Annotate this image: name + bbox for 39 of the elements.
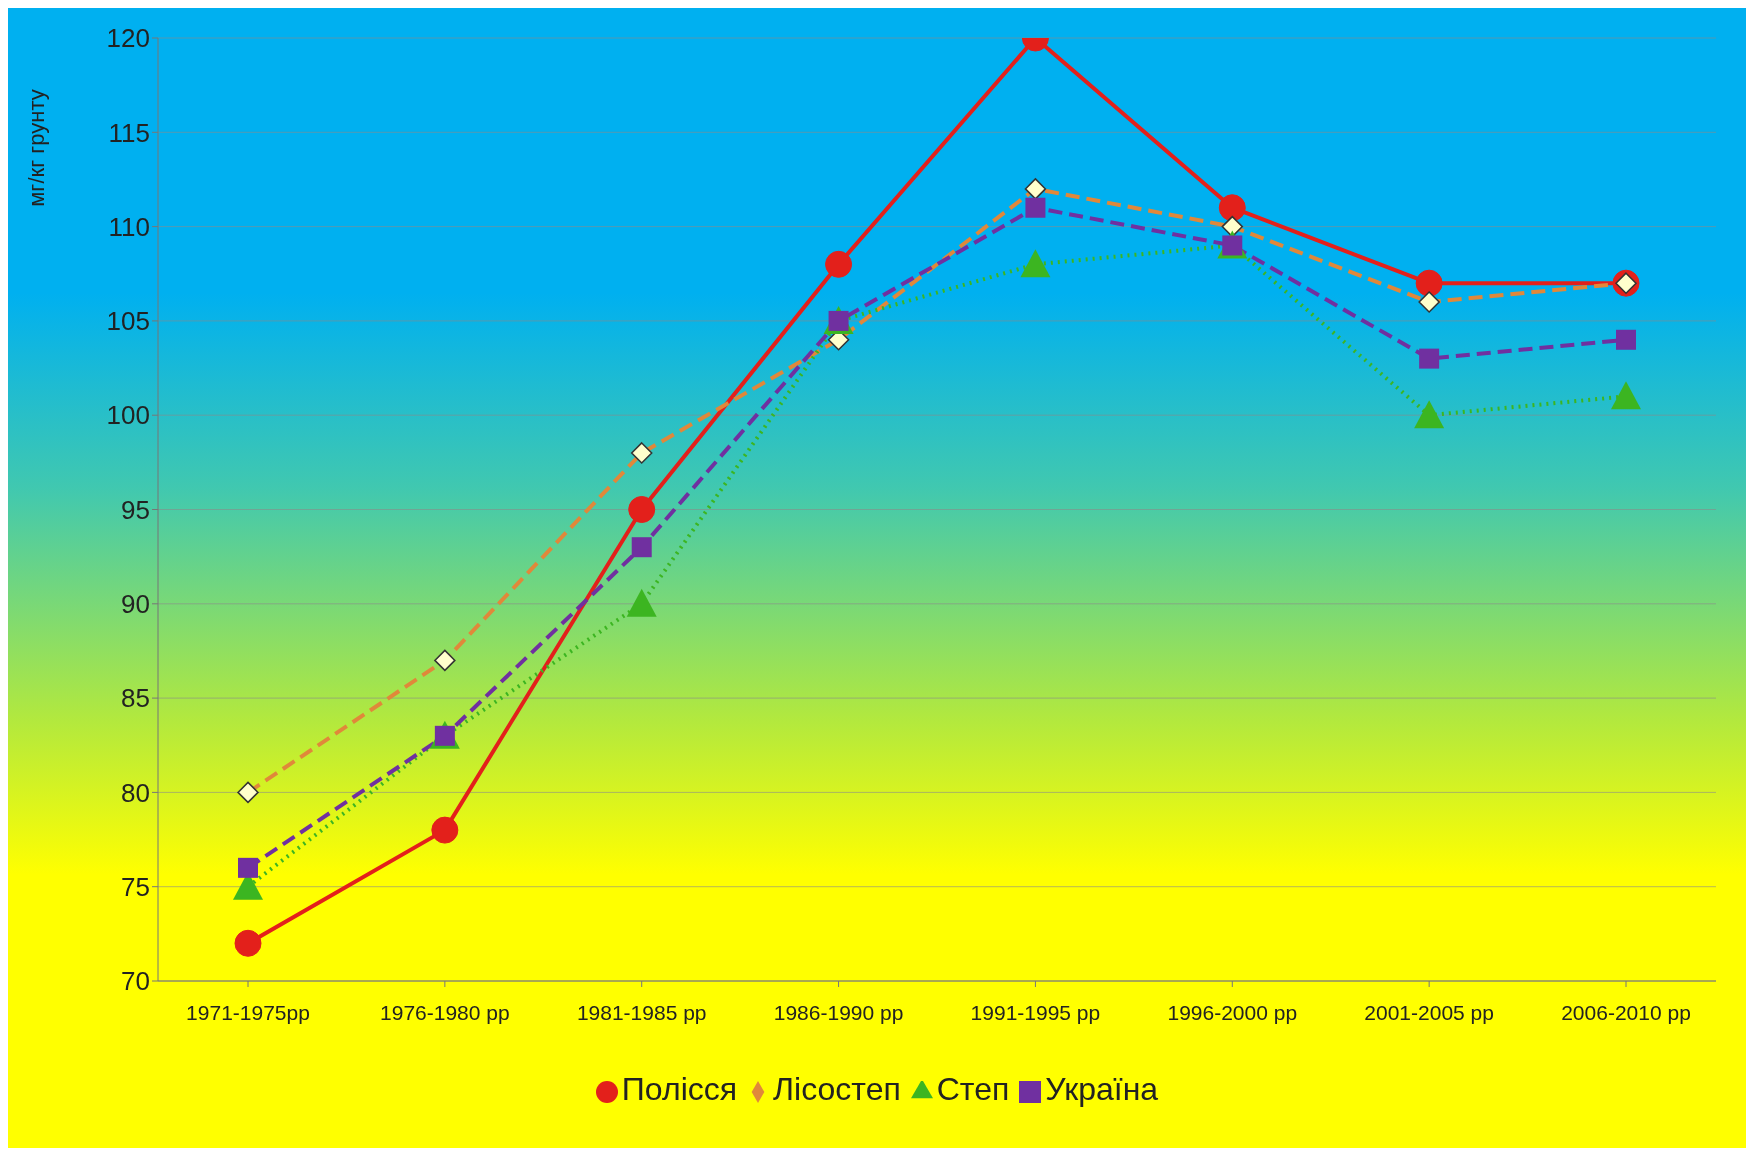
point (628, 496, 656, 523)
legend-label: Степ (936, 1071, 1010, 1107)
x-tick-label: 1971-1975рр (186, 1000, 310, 1024)
legend-label: Лісостеп (773, 1071, 901, 1107)
point (1218, 194, 1246, 222)
point (238, 857, 258, 878)
y-tick-label: 105 (106, 306, 150, 337)
y-tick-label: 80 (121, 777, 150, 808)
x-tick-label: 1991-1995 рр (970, 1000, 1101, 1024)
x-tick-label: 1976-1980 рр (380, 1000, 510, 1024)
point (825, 250, 853, 278)
y-tick-label: 115 (108, 117, 150, 148)
y-tick-label: 85 (121, 683, 150, 714)
x-tick-label: 1981-1985 рр (576, 1000, 707, 1024)
y-tick-label: 100 (106, 400, 150, 431)
y-axis-title: мг/кг грунту (23, 89, 49, 207)
y-tick-label: 95 (121, 494, 150, 525)
point (431, 816, 459, 844)
point (234, 929, 262, 957)
x-tick-label: 1996-2000 рр (1167, 1000, 1298, 1024)
x-tick-label: 2006-2010 рр (1561, 1000, 1691, 1024)
point (626, 588, 657, 617)
point (1414, 400, 1445, 429)
legend-label: Полісся (621, 1071, 738, 1107)
point (1025, 197, 1046, 218)
x-tick-label: 1986-1990 рр (773, 1000, 904, 1024)
point (1415, 269, 1443, 297)
legend-label: Україна (1045, 1071, 1159, 1107)
x-tick-label: 2001-2005 рр (1364, 1000, 1494, 1024)
point (631, 537, 652, 558)
y-tick-label: 75 (121, 871, 150, 902)
point (1020, 249, 1051, 278)
y-tick-label: 70 (121, 966, 150, 997)
point (1419, 348, 1440, 369)
y-tick-label: 110 (108, 211, 150, 242)
point (1611, 381, 1641, 410)
y-tick-label: 120 (106, 23, 150, 54)
point (1616, 329, 1636, 350)
y-tick-label: 90 (121, 589, 150, 620)
